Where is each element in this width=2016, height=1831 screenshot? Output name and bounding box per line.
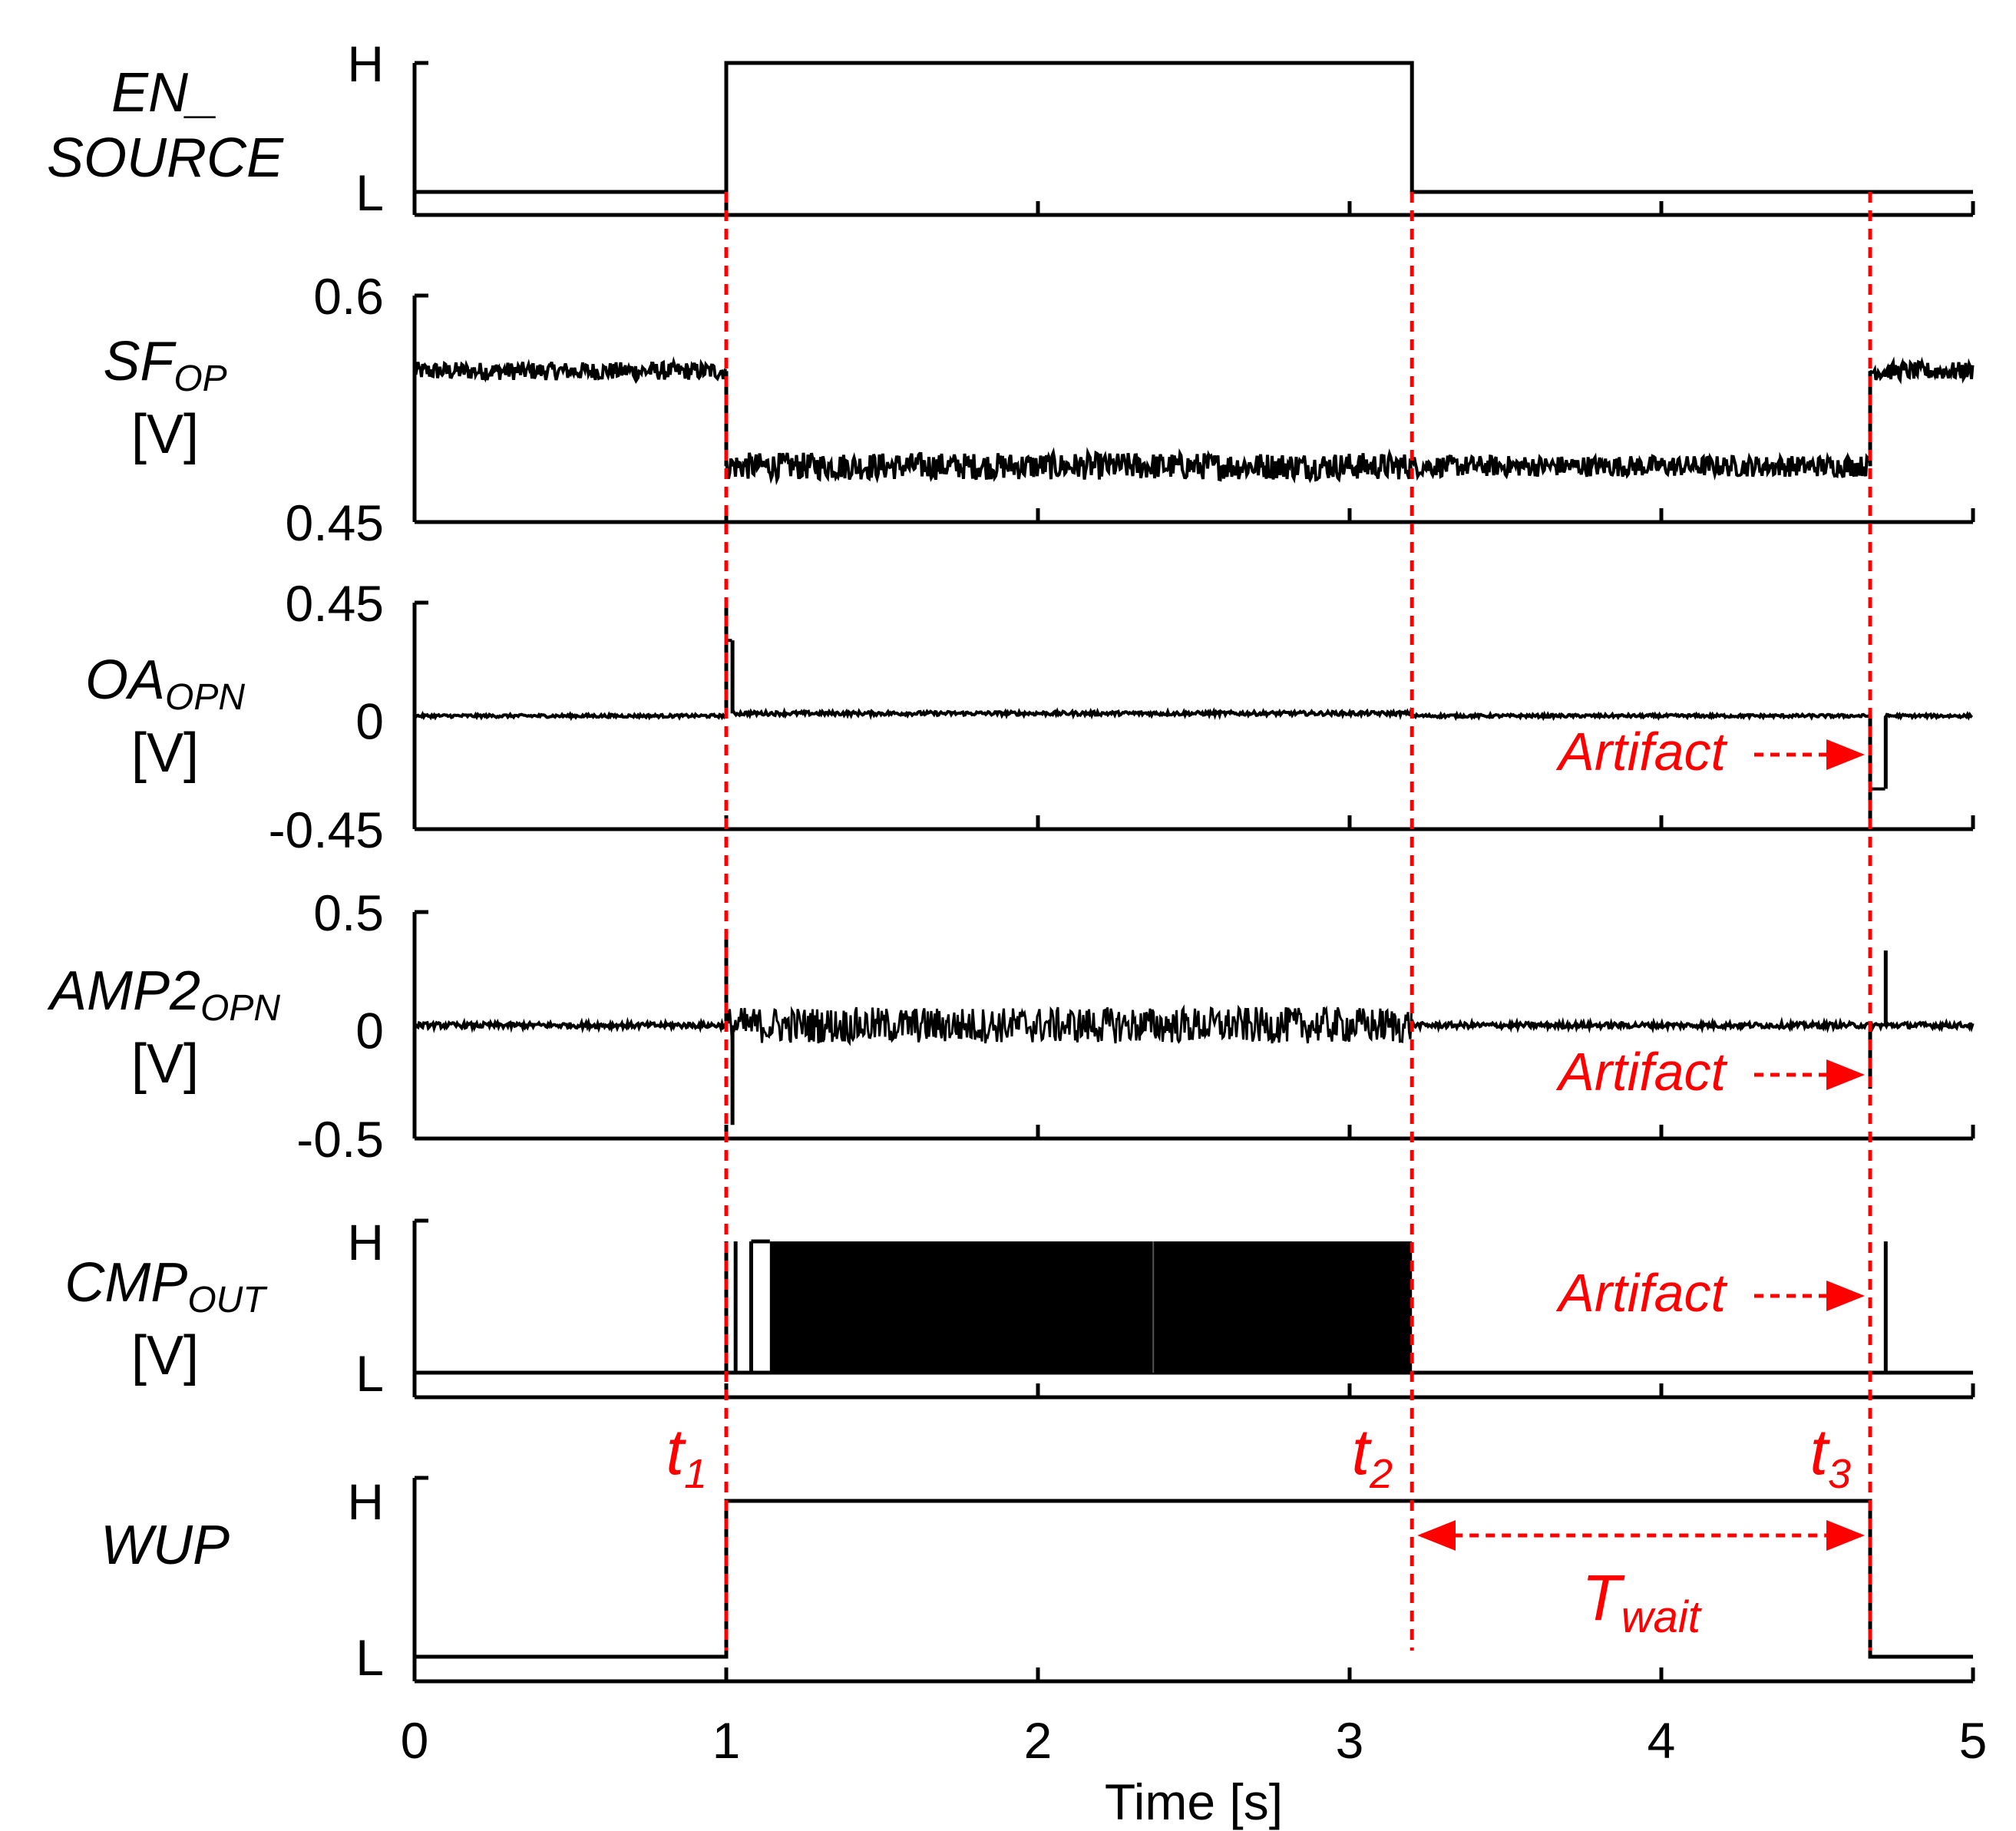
trace-segment-amp2-0 <box>413 1016 727 1034</box>
signal-label-main-cmp: CMP <box>64 1252 187 1314</box>
trace-segment-oa-0 <box>414 710 727 722</box>
y-tick-label-amp2-0: 0.5 <box>313 884 384 941</box>
marker-label-2: t3 <box>1810 1416 1851 1497</box>
marker-label-sub-1: 2 <box>1369 1451 1393 1497</box>
panel-sf-axes <box>412 293 1975 524</box>
trace-segment-oa-2 <box>732 706 1413 721</box>
signal-label-main-wup: WUP <box>101 1515 230 1576</box>
x-tick-label-2: 2 <box>1024 1712 1053 1769</box>
marker-label-sub-2: 3 <box>1828 1451 1851 1497</box>
signal-label-main-oa: OA <box>85 649 165 711</box>
unit-label-oa: [V] <box>131 722 199 784</box>
trace-segment-oa-5 <box>1884 711 1974 721</box>
interval-label: Twait <box>1581 1562 1702 1642</box>
y-tick-label-wup-0: H <box>347 1473 384 1530</box>
y-tick-label-sf-0: 0.6 <box>313 268 384 325</box>
marker-label-sub-0: 1 <box>684 1451 707 1497</box>
y-tick-label-en-0: H <box>347 35 384 92</box>
x-tick-label-1: 1 <box>712 1712 741 1769</box>
unit-label-cmp: [V] <box>131 1325 199 1386</box>
panel-oa-axes <box>412 600 1975 831</box>
y-tick-label-cmp-1: L <box>355 1345 384 1402</box>
trace-wup <box>415 1499 1973 1659</box>
y-tick-label-en-1: L <box>355 164 384 221</box>
label-layer: HLEN_SOURCE0.60.45SFOP[V]0.450-0.45OAOPN… <box>47 35 1987 1830</box>
y-tick-label-oa-1: 0 <box>355 693 384 750</box>
marker-label-1: t2 <box>1352 1416 1393 1497</box>
signal-label-en-line-1: SOURCE <box>47 127 284 189</box>
trace-segment-sf-1 <box>725 447 1413 486</box>
artifact-label-2: Artifact <box>1555 1263 1727 1323</box>
trace-en <box>415 61 1973 194</box>
signal-label-sub-oa: OPN <box>165 677 245 718</box>
y-tick-label-oa-2: -0.45 <box>269 801 384 858</box>
signal-label-sub-amp2: OPN <box>200 988 280 1029</box>
signal-label-main-sf: SF <box>103 331 177 392</box>
trace-burst-cmp <box>769 1241 1413 1373</box>
unit-label-sf: [V] <box>131 404 199 465</box>
marker-label-main-0: t <box>666 1416 687 1488</box>
trace-segment-sf-0 <box>413 355 727 385</box>
x-tick-label-0: 0 <box>401 1712 429 1769</box>
y-tick-label-wup-1: L <box>355 1629 384 1686</box>
trace-segment-sf-3 <box>1869 356 1975 385</box>
trace-segment-sf-2 <box>1410 451 1871 481</box>
signal-label-en-line-0: EN_ <box>111 62 219 124</box>
panel-cmp-axes <box>412 1218 1975 1400</box>
x-tick-label-4: 4 <box>1648 1712 1676 1769</box>
marker-label-main-2: t <box>1810 1416 1831 1488</box>
signal-label-sf: SFOP <box>103 331 226 399</box>
trace-segment-amp2-2 <box>1410 1016 1975 1034</box>
trace-oa <box>414 603 1974 819</box>
interval-label-sub: wait <box>1621 1592 1703 1642</box>
x-axis-title: Time [s] <box>1105 1773 1283 1830</box>
trace-cmp <box>415 1239 1973 1375</box>
signal-label-main-amp2: AMP2 <box>47 960 200 1022</box>
x-tick-label-5: 5 <box>1959 1712 1988 1769</box>
marker-label-main-1: t <box>1352 1416 1373 1488</box>
artifact-label-1: Artifact <box>1555 1042 1727 1102</box>
unit-label-amp2: [V] <box>131 1033 199 1095</box>
trace-sf <box>413 355 1975 486</box>
panel-wup-axes <box>412 1476 1975 1684</box>
y-tick-label-cmp-0: H <box>347 1214 384 1271</box>
trace-line-en <box>415 61 1973 194</box>
trace-segment-amp2-1 <box>725 1004 1413 1046</box>
trace-layer <box>413 61 1975 1659</box>
y-tick-label-amp2-2: -0.5 <box>296 1111 384 1168</box>
trace-segment-oa-3 <box>1410 710 1870 722</box>
signal-label-sub-cmp: OUT <box>187 1280 268 1320</box>
signal-label-amp2: AMP2OPN <box>47 960 280 1029</box>
signal-label-sub-sf: OP <box>174 359 226 399</box>
marker-label-0: t1 <box>666 1416 707 1497</box>
y-tick-label-sf-1: 0.45 <box>286 494 384 551</box>
axes-layer <box>412 61 1975 1684</box>
panel-en-axes <box>412 61 1975 217</box>
y-tick-label-amp2-1: 0 <box>355 1003 384 1059</box>
y-tick-label-oa-0: 0.45 <box>286 575 384 632</box>
interval-label-main: T <box>1581 1562 1625 1634</box>
trace-amp2 <box>413 930 1975 1125</box>
trace-line-wup <box>415 1499 1973 1659</box>
artifact-label-0: Artifact <box>1555 722 1727 782</box>
signal-label-cmp: CMPOUT <box>64 1252 268 1320</box>
signal-label-oa: OAOPN <box>85 649 245 718</box>
signal-label-wup: WUP <box>101 1515 230 1576</box>
x-tick-label-3: 3 <box>1336 1712 1364 1769</box>
